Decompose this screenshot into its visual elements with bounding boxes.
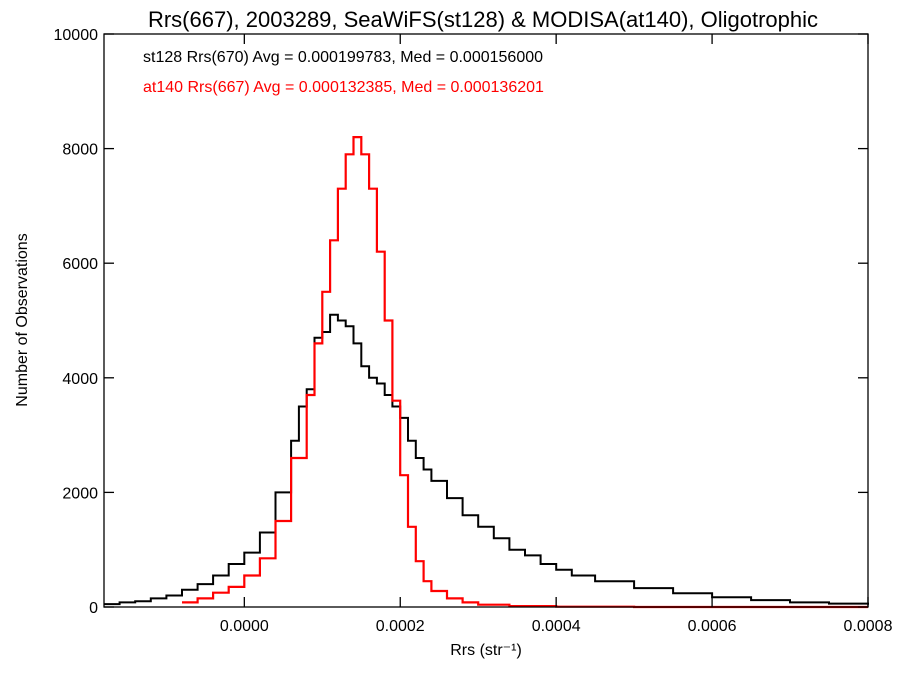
x-tick-label: 0.0008 (844, 618, 893, 635)
y-tick-label: 4000 (62, 371, 98, 388)
y-axis: 0 2000 4000 6000 8000 10000 (54, 27, 868, 617)
legend-entry-at140: at140 Rrs(667) Avg = 0.000132385, Med = … (143, 79, 544, 96)
y-tick-label: 0 (89, 600, 98, 617)
x-axis-label: Rrs (str⁻¹) (450, 642, 522, 659)
y-tick-label: 8000 (62, 142, 98, 159)
y-tick-label: 2000 (62, 485, 98, 502)
y-tick-label: 6000 (62, 256, 98, 273)
y-axis-label: Number of Observations (14, 233, 31, 406)
plot-frame (103, 33, 869, 608)
series-at140-line (182, 136, 868, 609)
chart-title: Rrs(667), 2003289, SeaWiFS(st128) & MODI… (148, 7, 818, 32)
x-tick-label: 0.0004 (532, 618, 581, 635)
x-tick-label: 0.0006 (688, 618, 737, 635)
legend-entry-st128: st128 Rrs(670) Avg = 0.000199783, Med = … (143, 49, 543, 66)
y-tick-label: 10000 (54, 27, 99, 44)
x-tick-label: 0.0000 (220, 618, 269, 635)
x-axis: 0.0000 0.0002 0.0004 0.0006 0.0008 (220, 34, 893, 635)
series-st128-line (104, 313, 869, 606)
series-layer (104, 136, 869, 609)
x-tick-label: 0.0002 (376, 618, 425, 635)
